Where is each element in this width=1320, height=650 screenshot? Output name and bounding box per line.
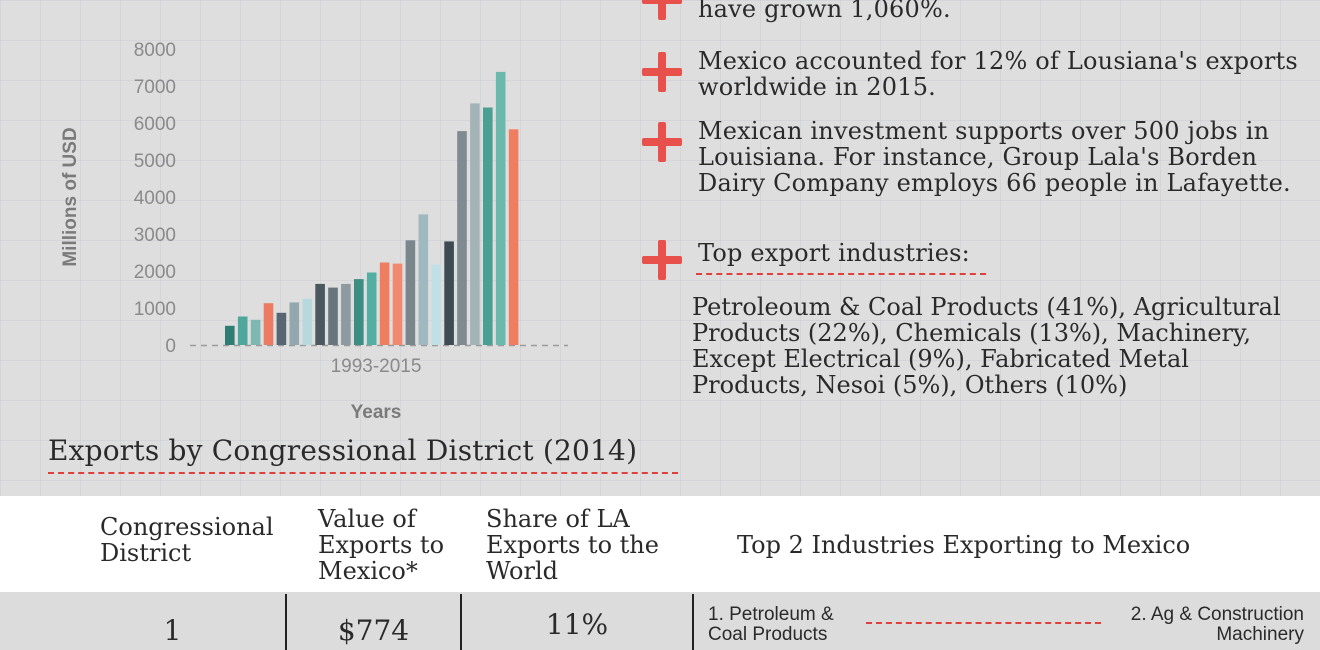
cell-value: $774 xyxy=(337,614,410,647)
x-range-label: 1993-2015 xyxy=(331,356,422,377)
y-tick-label: 6000 xyxy=(134,114,176,135)
y-tick-label: 8000 xyxy=(134,40,176,61)
column-divider xyxy=(285,594,287,650)
fact-mexican-investment: Mexican investment supports over 500 job… xyxy=(698,117,1291,197)
table-header: Congressional District Value of Exports … xyxy=(0,496,1320,592)
x-axis-title: Years xyxy=(351,402,402,423)
bar-2011 xyxy=(457,131,467,345)
y-tick-label: 4000 xyxy=(134,188,176,209)
y-axis-title: Millions of USD xyxy=(60,127,81,266)
bar-2003 xyxy=(354,279,364,345)
bars xyxy=(225,71,519,346)
bar-2001 xyxy=(328,287,338,345)
cell-industry-1: 1. Petroleum & Coal Products xyxy=(708,604,834,645)
bar-1998 xyxy=(289,302,300,345)
y-tick-label: 3000 xyxy=(134,225,176,246)
bar-1994 xyxy=(237,316,248,345)
header-industries: Top 2 Industries Exporting to Mexico xyxy=(737,531,1191,559)
industry-connector xyxy=(866,622,1101,624)
section-title: Exports by Congressional District (2014) xyxy=(48,434,638,467)
cell-share: 11% xyxy=(545,608,609,641)
bar-1996 xyxy=(263,303,274,345)
heading-underline xyxy=(696,273,986,275)
table-row: 1 $774 11% 1. Petroleum & Coal Products … xyxy=(0,592,1320,650)
column-divider xyxy=(460,594,462,650)
y-tick-label: 5000 xyxy=(134,151,176,172)
bar-1993 xyxy=(225,325,235,345)
bar-1997 xyxy=(276,312,287,345)
plus-icon xyxy=(640,50,684,94)
bar-1995 xyxy=(250,319,261,345)
bar-2006 xyxy=(392,263,403,345)
bar-2000 xyxy=(315,283,325,345)
column-divider xyxy=(692,594,694,650)
bar-1999 xyxy=(302,298,312,346)
y-tick-label: 1000 xyxy=(134,299,176,320)
y-tick-label: 7000 xyxy=(134,77,176,98)
exports-bar-chart: 0 1000 2000 3000 4000 5000 6000 7000 8000 1993-2… xyxy=(60,40,568,423)
header-share: Share of LA Exports to the World xyxy=(486,505,659,585)
bar-2004 xyxy=(366,272,377,345)
industries-list: Petroleoum & Coal Products (41%), Agricu… xyxy=(692,293,1281,399)
bar-2008 xyxy=(418,214,429,345)
plus-icon xyxy=(640,0,684,22)
fact-top-industries-heading: Top export industries: xyxy=(698,239,970,267)
plus-icon xyxy=(640,238,684,282)
bar-2010 xyxy=(444,241,454,345)
y-tick-label: 2000 xyxy=(134,262,176,283)
bar-2002 xyxy=(341,283,351,345)
fact-mexico-share: Mexico accounted for 12% of Lousiana's e… xyxy=(698,47,1298,101)
y-tick-label: 0 xyxy=(165,336,176,357)
fact-partial-line: have grown 1,060%. xyxy=(698,0,951,23)
cell-district: 1 xyxy=(163,614,182,647)
header-district: Congressional District xyxy=(100,513,274,567)
bar-2007 xyxy=(405,240,416,345)
plus-icon xyxy=(640,120,684,164)
bar-2013 xyxy=(483,107,493,345)
bar-2014 xyxy=(495,71,506,346)
bar-2009 xyxy=(431,264,441,345)
bar-2005 xyxy=(379,262,390,345)
bar-2015 xyxy=(508,129,519,345)
header-value: Value of Exports to Mexico* xyxy=(318,505,445,585)
cell-industry-2: 2. Ag & Construction Machinery xyxy=(1130,604,1304,645)
section-title-underline xyxy=(48,472,678,474)
y-axis-ticks: 0 1000 2000 3000 4000 5000 6000 7000 8000 xyxy=(134,40,176,357)
bar-2012 xyxy=(470,103,480,346)
